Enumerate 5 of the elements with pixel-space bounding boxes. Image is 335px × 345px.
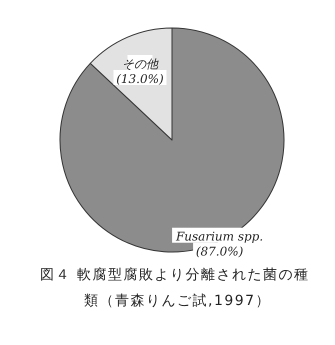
data-label: (13.0%) <box>116 72 164 86</box>
slice-label: その他 <box>122 56 159 71</box>
data-label: (87.0%) <box>196 244 244 259</box>
text: 図４ 軟腐型腐敗より分離された菌の種類（青森りんご試,1997） <box>40 266 310 311</box>
slice-label: Fusarium spp. <box>174 230 264 244</box>
